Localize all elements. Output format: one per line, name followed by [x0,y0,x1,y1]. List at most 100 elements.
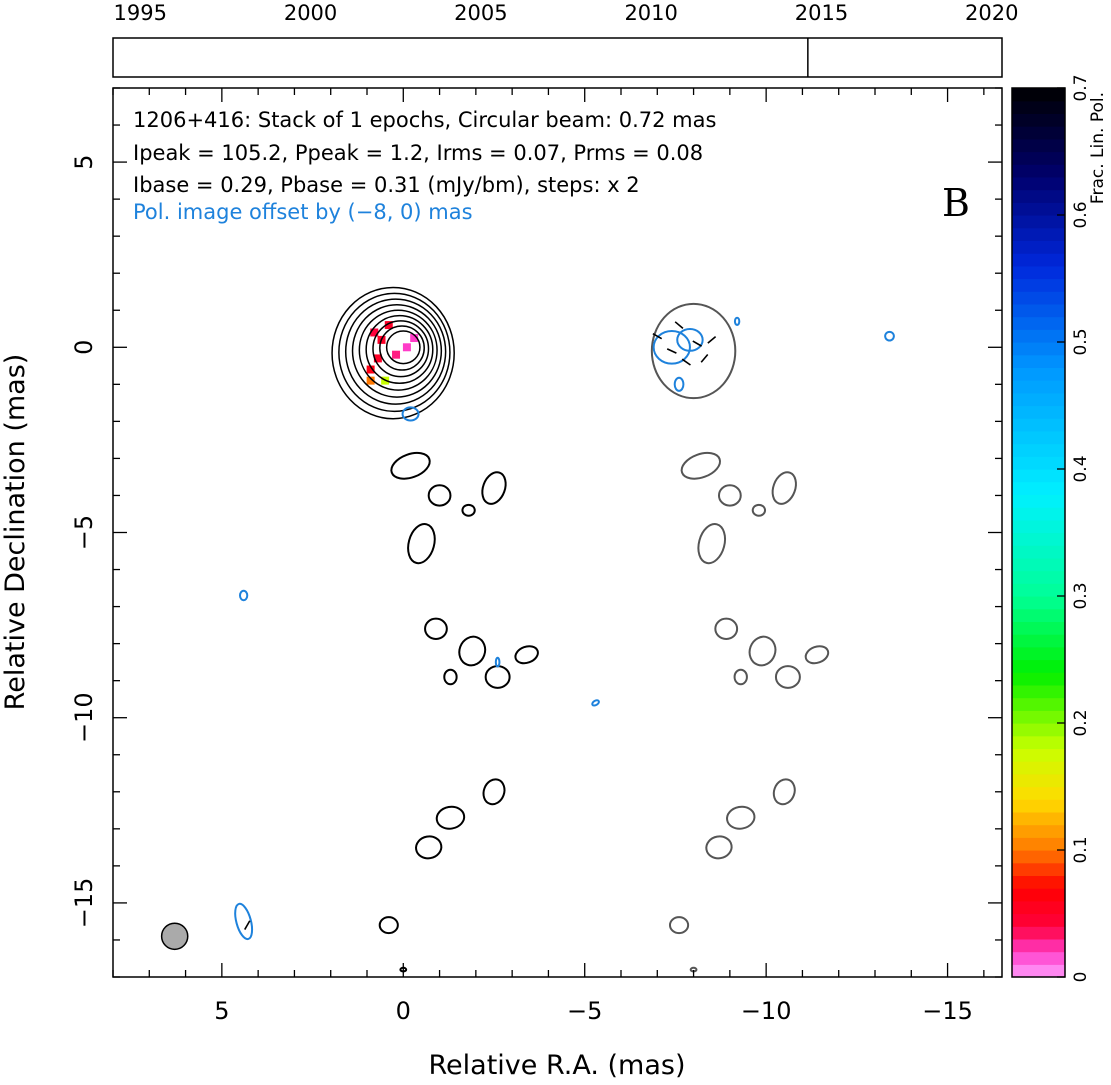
intensity-contour [378,916,399,935]
intensity-contour [435,805,466,830]
colorbar-strip [1012,824,1065,838]
colorbar-strip [1012,418,1065,432]
x-axis-ticks: 5 0 −5 −10 −15 [112,88,985,1025]
colorbar-tick-label: 0.7 [1071,74,1091,101]
colorbar-strip [1012,265,1065,280]
polarized-contour [717,484,742,507]
colorbar-strip [1012,507,1065,521]
y-tick-label: −10 [70,692,98,743]
colorbar-strip [1012,430,1065,445]
frac-pol-pixel [410,334,419,343]
colorbar-gradient [1012,88,1065,978]
colorbar-strip [1012,850,1065,864]
epoch-timeline: 1995 2000 2005 2010 2015 2020 [112,1,1019,78]
core-contour [372,320,430,378]
colorbar-strip [1012,710,1065,724]
colorbar-strip [1012,951,1065,965]
frac-pol-contour [239,589,249,602]
evpa-tick [692,340,702,347]
frac-pol-contours [234,316,895,941]
colorbar-strip [1012,240,1065,254]
core-contour [331,286,455,420]
frac-pol-contour [733,316,741,326]
colorbar-strip [1012,913,1065,927]
intensity-contour [443,668,458,686]
plot-content [160,286,895,973]
intensity-contour [407,523,436,565]
colorbar-tick-label: 0.5 [1071,328,1091,355]
polarized-contour [774,665,801,689]
colorbar-strip [1012,875,1065,889]
colorbar-frame [1011,87,1066,978]
colorbar-strip [1012,303,1065,318]
colorbar-tick-label: 0.1 [1071,836,1091,863]
timeline-frame [112,37,1003,78]
intensity-contour [415,835,443,860]
colorbar-strip [1012,532,1065,546]
colorbar-strip [1012,138,1065,153]
colorbar-strip [1012,291,1065,305]
frac-pol-contour [884,330,895,342]
intensity-contour [481,471,507,505]
colorbar-ticks: 0 0.1 0.2 0.3 0.4 0.5 0.6 0.7 [1057,74,1091,982]
evpa-tick [674,321,684,329]
frac-pol-pixel [366,376,375,385]
colorbar-strip [1012,773,1065,788]
colorbar-strip [1012,938,1065,953]
intensity-contour [458,635,487,667]
colorbar-strip [1012,596,1065,610]
colorbar-strip [1012,862,1065,876]
colorbar-strip [1012,634,1065,648]
colorbar-strip [1012,697,1065,711]
polarized-contour [804,645,830,665]
colorbar-strip [1012,811,1065,826]
colorbar-strip [1012,380,1065,394]
colorbar-strip [1012,837,1065,851]
core-contours [331,286,455,420]
y-tick-label: −15 [70,878,98,929]
colorbar-strip [1012,100,1065,114]
colorbar-strip [1012,545,1065,559]
x-tick-label: −10 [741,997,792,1025]
timeline-year-label: 2020 [965,1,1018,25]
intensity-contour [424,617,448,640]
frac-pol-pixel [392,350,401,359]
colorbar-strip [1012,164,1065,178]
colorbar-strip [1012,202,1065,216]
polarized-contour [650,302,737,400]
polarized-contour [772,778,796,806]
colorbar-strip [1012,494,1065,508]
colorbar-strip [1012,900,1065,915]
polarized-contour [726,805,756,830]
timeline-year-label: 2000 [284,1,337,25]
polarized-contour [733,668,748,686]
frac-pol-contour [234,902,254,941]
colorbar-strip [1012,469,1065,483]
colorbar-strip [1012,329,1065,343]
evpa-tick [707,336,717,344]
intensity-contour [427,484,452,507]
colorbar-strip [1012,456,1065,470]
frac-pol-contour [494,656,501,668]
y-axis-ticks: 5 0 −5 −10 −15 [70,87,1002,978]
colorbar-strip [1012,443,1065,457]
beam-marker [160,922,189,951]
evpa-tick [700,353,709,363]
colorbar-strip [1012,748,1065,762]
colorbar-strip [1012,761,1065,775]
evpa-tick [681,358,691,366]
frac-pol-pixel [373,354,382,363]
y-tick-label: 5 [70,154,98,169]
colorbar-label: Frac. Lin. Pol. [1088,92,1108,204]
colorbar-strip [1012,684,1065,699]
colorbar-strip [1012,227,1065,241]
polarized-contour [668,916,690,935]
colorbar-strip [1012,735,1065,749]
timeline-year-label: 2010 [624,1,677,25]
colorbar-strip [1012,672,1065,686]
evpa-tick [244,920,251,930]
timeline-year-labels: 1995 2000 2005 2010 2015 2020 [114,1,1019,25]
x-tick-label: 5 [214,997,229,1025]
colorbar-strip [1012,354,1065,368]
